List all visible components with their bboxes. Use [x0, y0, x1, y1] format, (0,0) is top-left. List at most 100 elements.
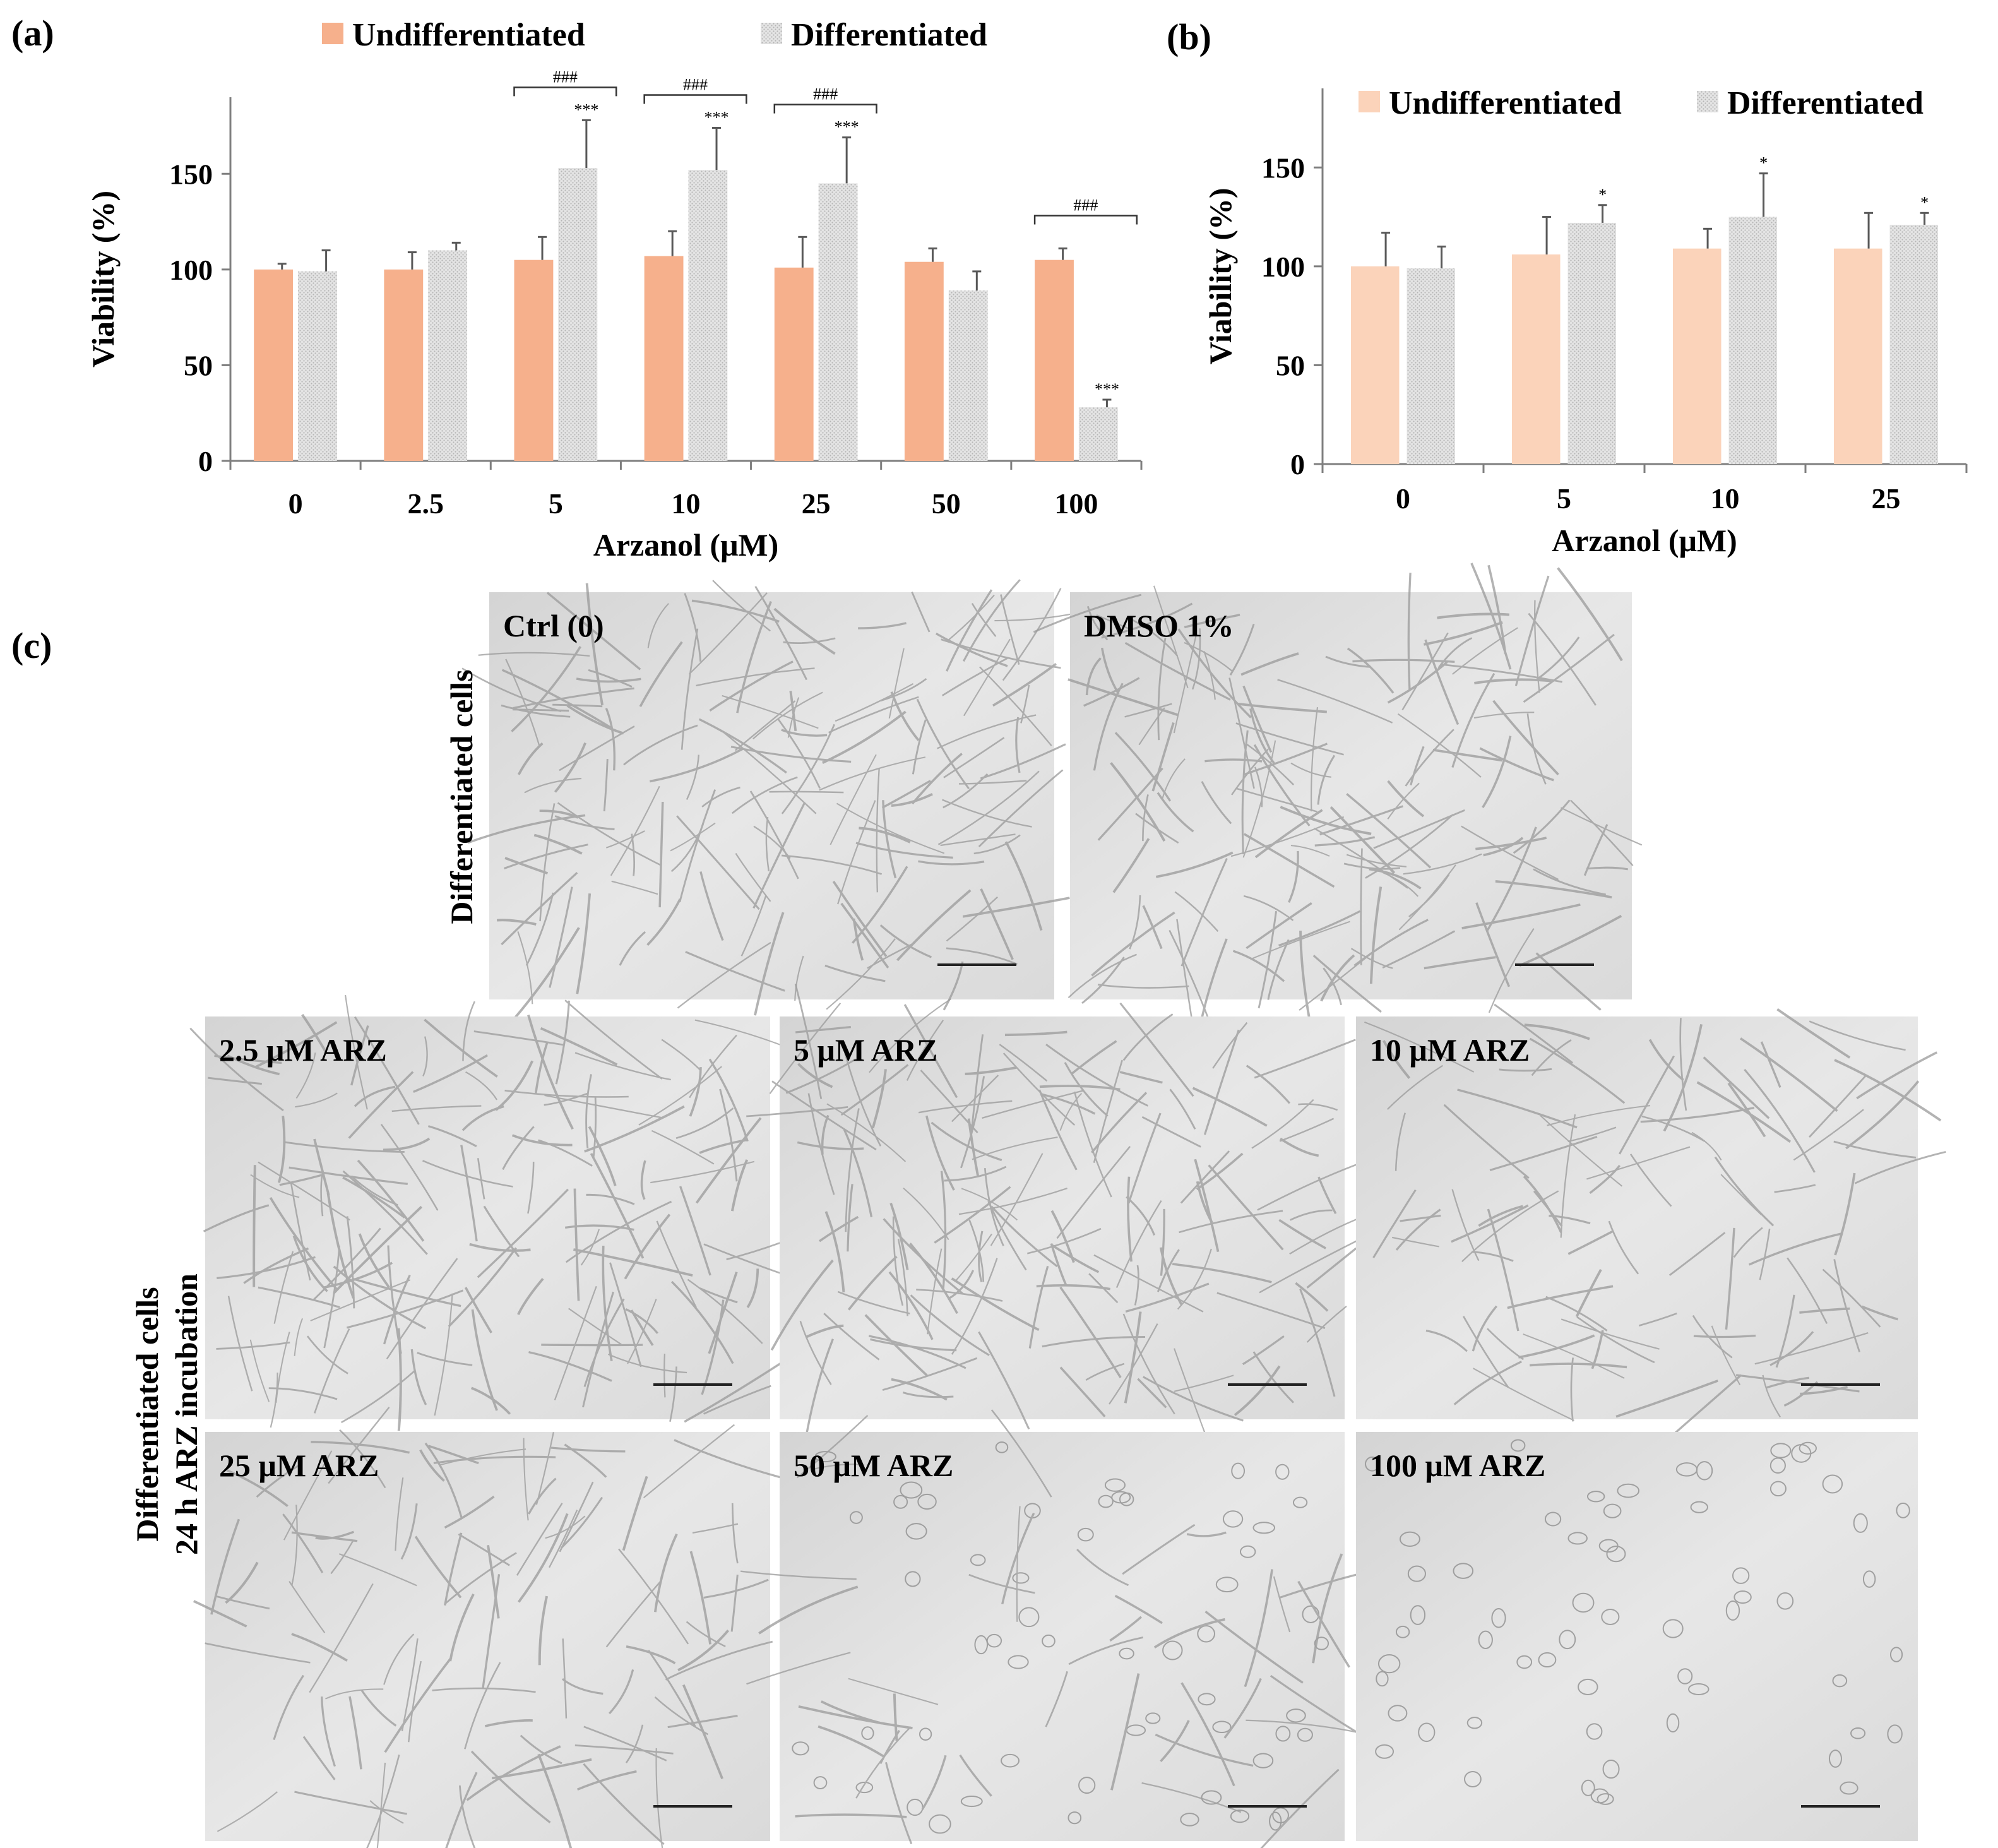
significance-asterisk: * — [1759, 154, 1768, 172]
micrograph-background — [780, 1432, 1345, 1841]
y-tick-label: 150 — [1261, 152, 1305, 184]
bar-undifferentiated-0 — [254, 269, 294, 461]
y-tick-label: 100 — [169, 254, 213, 286]
bar-undifferentiated-50 — [904, 261, 944, 461]
significance-bracket — [773, 104, 877, 114]
chart-a: 0 50 100 150 0 2.5 5 10 25 50 100 *** *** *** *** ### ##… — [85, 17, 1143, 563]
bar-undifferentiated-5 — [514, 259, 554, 461]
bar-undifferentiated-2.5 — [384, 269, 424, 461]
cell-texture — [1365, 1439, 1910, 1805]
bar-differentiated-10 — [1728, 217, 1777, 464]
x-tick-label: 5 — [549, 487, 563, 520]
micrograph-label: 25 μM ARZ — [219, 1448, 379, 1483]
cell-texture — [189, 994, 813, 1431]
micrograph-label: Ctrl (0) — [503, 608, 604, 643]
micrograph-label: 2.5 μM ARZ — [219, 1032, 387, 1068]
y-axis-title: Viability (%) — [85, 191, 121, 367]
row-label-bottom-line2: 24 h ARZ incubation — [169, 1273, 204, 1555]
significance-asterisk: * — [1920, 193, 1929, 212]
bar-undifferentiated-0 — [1351, 266, 1400, 464]
micrograph-image: 2.5 μM ARZ — [189, 994, 813, 1431]
panel-label-a: (a) — [11, 13, 54, 54]
chart-b: 0 50 100 150 0 5 10 25 * * * Arzanol (μM) Viability … — [1203, 85, 1968, 558]
bar-differentiated-100 — [1078, 407, 1118, 461]
bar-differentiated-25 — [818, 183, 858, 461]
row-label-bottom-line1: Differentiated cells — [129, 1287, 165, 1541]
significance-bracket — [1033, 215, 1138, 225]
x-tick-label: 100 — [1054, 487, 1098, 520]
micrograph-image: 100 μM ARZ — [1356, 1432, 1918, 1841]
y-tick-label: 50 — [1276, 349, 1305, 381]
cell-texture — [1033, 563, 1643, 1042]
y-tick-label: 150 — [169, 158, 213, 190]
bar-undifferentiated-10 — [644, 256, 684, 461]
cell-texture — [1364, 1003, 1946, 1434]
significance-asterisk: *** — [574, 100, 598, 119]
row-label-top: Differentiated cells — [444, 669, 479, 924]
bar-undifferentiated-100 — [1035, 259, 1074, 461]
bar-differentiated-0 — [1406, 268, 1455, 464]
x-tick-label: 25 — [1872, 482, 1901, 515]
legend-entry: Undifferentiated — [1389, 85, 1622, 121]
micrograph-label: 100 μM ARZ — [1370, 1448, 1545, 1483]
bar-undifferentiated-25 — [1834, 248, 1882, 464]
legend-entry: Differentiated — [791, 17, 987, 53]
micrograph-background — [489, 592, 1054, 999]
x-tick-label: 0 — [288, 487, 303, 520]
bar-undifferentiated-5 — [1512, 254, 1561, 464]
x-tick-label: 10 — [672, 487, 701, 520]
cell-texture — [746, 984, 1367, 1443]
bar-differentiated-10 — [688, 170, 728, 461]
significance-asterisk: *** — [835, 118, 859, 136]
x-tick-label: 50 — [932, 487, 961, 520]
bracket-label: ### — [683, 76, 708, 94]
y-tick-label: 0 — [198, 445, 213, 477]
x-tick-label: 10 — [1711, 482, 1740, 515]
bar-differentiated-5 — [558, 168, 598, 461]
bar-differentiated-2.5 — [428, 250, 468, 461]
cell-texture — [740, 1409, 1362, 1848]
x-tick-label: 25 — [802, 487, 831, 520]
bar-differentiated-5 — [1567, 222, 1616, 464]
legend-swatch — [761, 23, 782, 44]
micrograph-background — [205, 1016, 770, 1419]
bar-differentiated-50 — [948, 290, 988, 461]
legend-entry: Differentiated — [1727, 85, 1924, 121]
micrograph-background — [1070, 592, 1632, 999]
bar-undifferentiated-10 — [1673, 248, 1721, 464]
x-tick-label: 2.5 — [407, 487, 444, 520]
x-axis-title: Arzanol (μM) — [1552, 523, 1737, 558]
bar-differentiated-0 — [298, 271, 337, 461]
y-tick-label: 100 — [1261, 251, 1305, 283]
micrograph-label: 10 μM ARZ — [1370, 1032, 1530, 1068]
panel-label-b: (b) — [1167, 16, 1211, 57]
micrograph-background — [1356, 1432, 1918, 1841]
micrograph-image: Ctrl (0) — [461, 579, 1076, 1018]
micrograph-image: DMSO 1% — [1033, 563, 1643, 1042]
micrograph-background — [780, 1016, 1345, 1419]
bracket-label: ### — [553, 68, 578, 86]
bracket-label: ### — [1073, 196, 1098, 214]
cell-texture — [461, 579, 1076, 1018]
x-tick-label: 5 — [1557, 482, 1571, 515]
y-tick-label: 50 — [184, 349, 213, 381]
micrograph-label: 5 μM ARZ — [794, 1032, 937, 1068]
significance-asterisk: * — [1598, 186, 1607, 204]
cell-texture — [193, 1407, 780, 1848]
micrograph-background — [1356, 1016, 1918, 1419]
micrograph-image: 10 μM ARZ — [1356, 1003, 1946, 1434]
x-tick-label: 0 — [1396, 482, 1410, 515]
panel-label-c: (c) — [11, 625, 52, 666]
significance-asterisk: *** — [705, 109, 729, 127]
micrograph-image: 50 μM ARZ — [740, 1409, 1362, 1848]
bracket-label: ### — [813, 85, 838, 104]
x-axis-title: Arzanol (μM) — [593, 527, 779, 563]
y-axis-title: Viability (%) — [1203, 188, 1238, 364]
micrograph-image: 25 μM ARZ — [193, 1407, 780, 1848]
micrograph-label: DMSO 1% — [1084, 608, 1234, 643]
legend-swatch — [1697, 91, 1718, 112]
legend-swatch — [322, 23, 343, 44]
significance-bracket — [643, 94, 747, 104]
significance-bracket — [513, 86, 617, 97]
